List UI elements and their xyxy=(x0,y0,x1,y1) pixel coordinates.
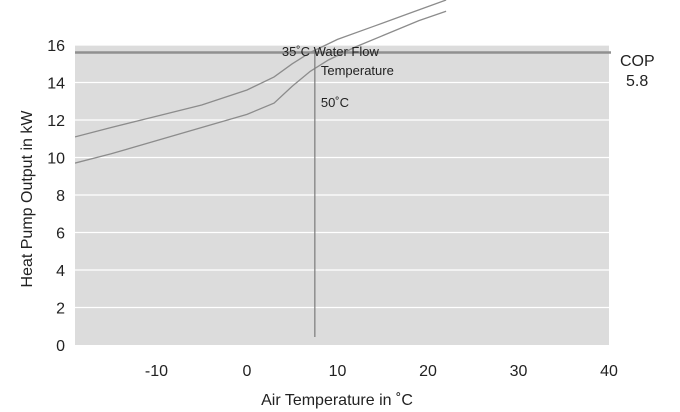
series-group xyxy=(75,0,447,164)
y-axis-label: Heat Pump Output in kW xyxy=(19,110,36,288)
x-tick-labels: -10 0 10 20 30 40 xyxy=(145,363,618,380)
cop-label: COP xyxy=(620,53,655,70)
grid-lines xyxy=(75,44,609,309)
series-line-2 xyxy=(75,10,447,164)
y-tick-label: 0 xyxy=(56,338,65,355)
x-axis-label: Air Temperature in ˚C xyxy=(261,392,413,409)
water-flow-label-line1: 35˚C Water Flow xyxy=(282,44,380,59)
y-tick-label: 2 xyxy=(56,301,65,318)
label-50c: 50˚C xyxy=(321,95,349,110)
y-tick-label: 12 xyxy=(47,113,65,130)
x-tick-label: -10 xyxy=(145,363,168,380)
x-tick-label: 20 xyxy=(419,363,437,380)
x-tick-label: 0 xyxy=(243,363,252,380)
x-tick-label: 40 xyxy=(600,363,618,380)
cop-value: 5.8 xyxy=(626,73,648,90)
x-tick-label: 30 xyxy=(510,363,528,380)
x-tick-label: 10 xyxy=(329,363,347,380)
y-tick-label: 14 xyxy=(47,76,65,93)
y-tick-label: 10 xyxy=(47,151,65,168)
water-flow-label-line2: Temperature xyxy=(321,63,394,78)
series-line-1 xyxy=(75,0,447,138)
y-tick-label: 6 xyxy=(56,226,65,243)
y-tick-label: 4 xyxy=(56,263,65,280)
y-tick-label: 16 xyxy=(47,38,65,55)
y-tick-labels: 0 2 4 6 8 10 12 14 16 xyxy=(47,38,65,355)
y-tick-label: 8 xyxy=(56,188,65,205)
